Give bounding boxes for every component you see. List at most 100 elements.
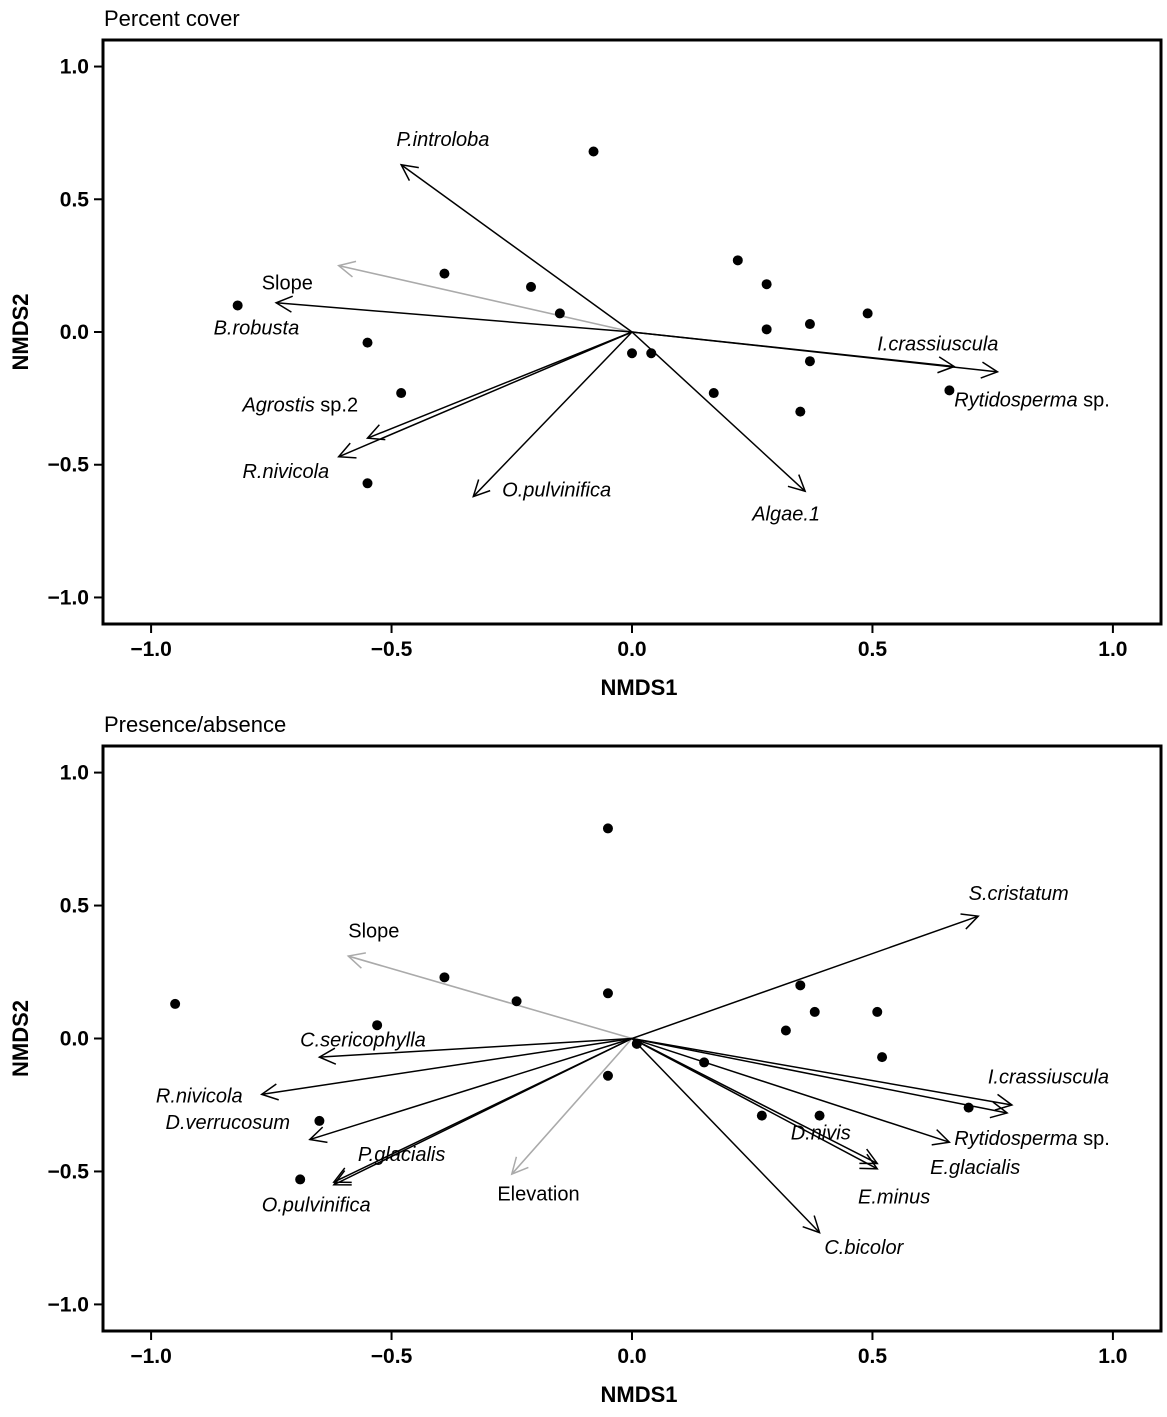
x-tick-label: 0.0 <box>617 638 646 661</box>
site-point <box>511 996 522 1007</box>
x-tick-label: −1.0 <box>130 638 171 661</box>
y-tick-label: 1.0 <box>60 762 89 785</box>
site-point <box>780 1025 791 1036</box>
site-point <box>756 1110 767 1121</box>
site-point <box>872 1006 883 1017</box>
species-name: R.nivicola <box>156 1085 243 1107</box>
site-point <box>526 281 537 292</box>
species-name: P.glacialis <box>358 1144 445 1166</box>
panel-1: Percent cover −1.0 −0.5 0.0 0.5 1.0 1.0 0.5 0.0 −… <box>8 6 1163 700</box>
y-tick-label: 0.5 <box>60 188 90 211</box>
site-point <box>588 146 599 157</box>
species-vector <box>631 331 807 493</box>
species-vector <box>631 1037 1014 1111</box>
species-name: Algae.1 <box>751 503 820 525</box>
site-point <box>439 972 450 983</box>
x-axis-title: NMDS1 <box>600 675 677 700</box>
site-point <box>232 300 243 311</box>
y-tick-label: 0.5 <box>60 895 90 918</box>
panel-title: Percent cover <box>104 6 240 31</box>
y-tick-label: 0.0 <box>60 321 89 344</box>
y-tick-label: −0.5 <box>48 1160 90 1183</box>
species-vector-label: R.nivicola <box>156 1085 243 1107</box>
species-name: B.robusta <box>214 318 300 340</box>
site-point <box>795 406 806 417</box>
species-name: D.verrucosum <box>166 1112 290 1134</box>
species-vector <box>631 1037 879 1170</box>
site-point <box>362 478 373 489</box>
x-tick-label: −0.5 <box>371 1345 413 1368</box>
species-name: P.introloba <box>396 129 489 151</box>
site-point <box>699 1057 710 1068</box>
species-vector-label: Rytidosperma sp. <box>954 389 1110 411</box>
y-tick-label: −0.5 <box>48 454 90 477</box>
species-vector-label: O.pulvinifica <box>502 480 611 502</box>
species-name: O.pulvinifica <box>262 1194 371 1216</box>
species-vector-label: I.crassiuscula <box>877 334 998 356</box>
species-vector <box>631 913 980 1040</box>
species-vector <box>337 331 633 459</box>
species-name: E.glacialis <box>930 1157 1020 1179</box>
site-point <box>602 988 613 999</box>
env-vector-slope <box>337 260 633 333</box>
site-point <box>732 255 743 266</box>
species-vector <box>399 163 633 333</box>
species-vector-label: S.cristatum <box>969 883 1069 905</box>
species-vector <box>472 331 633 498</box>
site-point <box>439 268 450 279</box>
species-vector <box>631 1037 951 1146</box>
x-tick-label: 0.0 <box>617 1345 646 1368</box>
species-name: C.sericophylla <box>300 1029 426 1051</box>
site-point <box>362 337 373 348</box>
species-vector-label: Rytidosperma sp. <box>954 1128 1110 1150</box>
site-point <box>627 348 637 359</box>
site-point <box>804 356 815 367</box>
x-tick-label: 1.0 <box>1098 1345 1127 1368</box>
species-vector <box>631 1037 879 1165</box>
env-vector-label: Elevation <box>497 1184 579 1206</box>
site-point <box>877 1052 888 1063</box>
species-vector <box>365 331 633 441</box>
species-vector-label: E.glacialis <box>930 1157 1020 1179</box>
species-suffix: sp. <box>1078 389 1110 411</box>
species-vector <box>332 1037 633 1186</box>
site-point <box>963 1102 974 1113</box>
site-point <box>804 319 815 330</box>
species-vector-label: E.minus <box>858 1186 930 1208</box>
species-vector <box>631 1037 821 1234</box>
species-vector <box>317 1037 633 1065</box>
species-name: I.crassiuscula <box>877 334 998 356</box>
site-point <box>314 1115 325 1126</box>
species-vector-label: Algae.1 <box>751 503 820 525</box>
species-name: Agrostis <box>241 395 314 417</box>
x-tick-label: 1.0 <box>1098 638 1127 661</box>
species-vector-label: R.nivicola <box>242 461 329 483</box>
y-axis-title: NMDS2 <box>8 293 33 370</box>
species-name: I.crassiuscula <box>988 1067 1109 1089</box>
x-tick-label: −0.5 <box>371 638 413 661</box>
site-point <box>809 1006 820 1017</box>
species-vector-label: Agrostis sp.2 <box>241 395 358 417</box>
species-vector <box>308 1037 633 1144</box>
species-vector <box>631 1037 1009 1119</box>
species-name: C.bicolor <box>824 1237 904 1259</box>
site-point <box>602 823 613 834</box>
site-point <box>944 385 955 396</box>
panel-2: Presence/absence −1.0 −0.5 0.0 0.5 1.0 1.0 0.5 0… <box>8 712 1163 1407</box>
species-vector <box>274 295 633 333</box>
species-name: Rytidosperma <box>954 1128 1077 1150</box>
x-tick-label: 0.5 <box>858 638 888 661</box>
species-vector <box>260 1037 633 1101</box>
species-suffix: sp.2 <box>315 395 358 417</box>
x-tick-label: −1.0 <box>130 1345 171 1368</box>
species-vector-label: C.bicolor <box>824 1237 904 1259</box>
site-point <box>396 388 407 399</box>
species-vector-label: D.nivis <box>791 1123 851 1145</box>
species-vector-label: D.verrucosum <box>166 1112 290 1134</box>
species-name: Rytidosperma <box>954 389 1077 411</box>
site-point <box>708 388 719 399</box>
site-point <box>646 348 657 359</box>
site-point <box>814 1110 825 1121</box>
site-point <box>795 980 806 991</box>
